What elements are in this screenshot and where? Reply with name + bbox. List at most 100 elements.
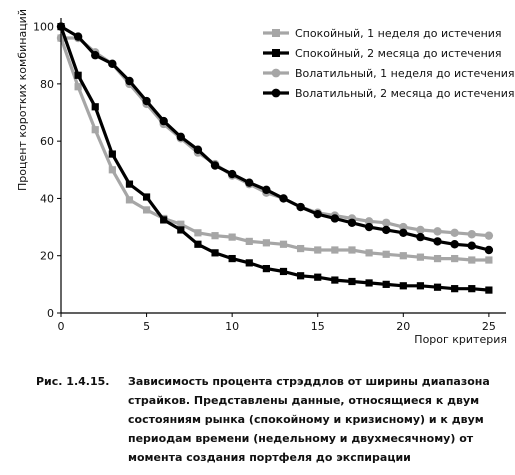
- data-point: [159, 116, 168, 126]
- legend-label: Волатильный, 1 неделя до истечения: [295, 67, 515, 80]
- y-tick-label: 80: [40, 78, 54, 91]
- data-point: [91, 126, 99, 134]
- data-point: [399, 282, 407, 290]
- data-point: [142, 96, 151, 106]
- legend-entry: Спокойный, 2 месяца до истечения: [263, 47, 502, 60]
- x-tick-label: 10: [225, 320, 239, 333]
- data-point: [347, 218, 357, 227]
- data-point: [484, 245, 494, 255]
- data-point: [262, 265, 270, 273]
- legend-entry: Волатильный, 2 месяца до истечения: [263, 87, 515, 100]
- data-point: [468, 285, 476, 293]
- data-point: [433, 227, 442, 236]
- series-3: [56, 33, 494, 240]
- y-tick-label: 100: [33, 21, 54, 34]
- x-tick-label: 20: [396, 320, 410, 333]
- line-chart: 0 20 40 60 80 100 0 5 10 15 20 25 Процент коротких …: [16, 9, 515, 345]
- data-point: [331, 276, 339, 284]
- tick-labels: 0 20 40 60 80 100 0 5 10 15 20 25: [33, 21, 496, 333]
- data-point: [416, 253, 425, 261]
- data-point: [451, 285, 459, 293]
- data-point: [467, 230, 476, 239]
- data-point: [108, 166, 116, 174]
- data-point: [177, 220, 185, 228]
- data-point: [450, 228, 459, 238]
- data-point: [433, 283, 442, 291]
- y-tick-label: 40: [40, 192, 54, 205]
- data-point: [296, 202, 305, 212]
- axes: [57, 18, 506, 317]
- data-point: [245, 178, 254, 187]
- data-point: [416, 225, 425, 235]
- data-point: [330, 214, 340, 223]
- legend-label: Спокойный, 1 неделя до истечения: [295, 27, 502, 40]
- data-point: [365, 279, 373, 287]
- series-2: [57, 22, 493, 294]
- data-point: [468, 256, 476, 264]
- y-tick-label: 20: [40, 250, 54, 263]
- series-4: [56, 22, 494, 255]
- data-point: [399, 228, 408, 238]
- data-point: [331, 246, 339, 254]
- data-point: [313, 209, 322, 219]
- y-tick-label: 60: [40, 135, 54, 148]
- data-point: [228, 254, 236, 263]
- data-point: [433, 237, 442, 246]
- x-tick-label: 5: [143, 320, 150, 333]
- legend-marker: [271, 88, 281, 98]
- data-point: [108, 59, 117, 69]
- data-point: [382, 250, 390, 258]
- data-point: [279, 267, 288, 276]
- data-point: [125, 180, 134, 188]
- data-point: [279, 194, 288, 203]
- data-point: [91, 51, 100, 60]
- data-point: [297, 244, 305, 253]
- data-point: [297, 272, 305, 280]
- data-point: [74, 83, 82, 91]
- x-tick-label: 15: [311, 320, 325, 333]
- data-point: [193, 145, 203, 154]
- legend-label: Спокойный, 2 месяца до истечения: [295, 47, 502, 60]
- caption-label: Рис. 1.4.15.: [36, 375, 110, 388]
- data-point: [228, 233, 236, 241]
- data-point: [279, 240, 288, 248]
- data-point: [451, 254, 459, 263]
- data-point: [382, 280, 390, 288]
- y-tick-label: 0: [47, 307, 54, 320]
- data-point: [433, 254, 442, 263]
- data-point: [245, 237, 253, 245]
- data-point: [245, 259, 253, 267]
- caption-text: Зависимость процента стрэддлов от ширины…: [128, 375, 490, 464]
- data-point: [160, 216, 168, 224]
- data-point: [485, 286, 493, 294]
- data-point: [262, 185, 271, 195]
- plot-area: [56, 22, 494, 294]
- data-point: [74, 71, 82, 79]
- data-point: [262, 239, 270, 247]
- data-point: [348, 246, 356, 254]
- data-point: [485, 256, 493, 264]
- legend-marker: [271, 68, 281, 78]
- data-point: [399, 252, 407, 260]
- data-point: [314, 273, 322, 281]
- data-point: [416, 232, 425, 242]
- x-tick-label: 0: [58, 320, 65, 333]
- data-point: [91, 103, 99, 111]
- data-point: [467, 241, 476, 250]
- legend-marker: [272, 49, 280, 57]
- legend-marker: [272, 29, 280, 37]
- y-axis-label: Процент коротких комбинаций: [16, 9, 29, 191]
- data-point: [210, 161, 220, 170]
- data-point: [381, 218, 391, 227]
- data-point: [484, 231, 494, 240]
- data-point: [211, 232, 219, 240]
- data-point: [177, 226, 185, 234]
- data-point: [364, 222, 374, 232]
- x-axis-label: Порог критерия: [414, 333, 507, 345]
- data-point: [381, 225, 391, 235]
- data-point: [365, 249, 373, 257]
- data-point: [125, 76, 134, 86]
- data-point: [142, 206, 151, 214]
- data-point: [450, 240, 459, 249]
- data-point: [227, 169, 237, 179]
